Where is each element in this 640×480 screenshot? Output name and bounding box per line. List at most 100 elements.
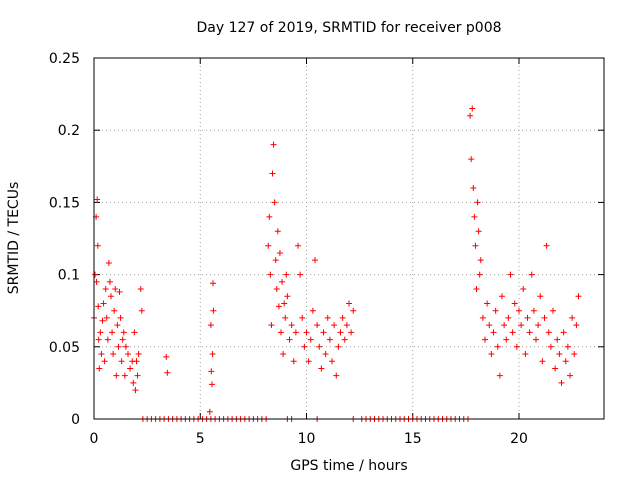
data-point bbox=[490, 329, 497, 336]
data-point bbox=[320, 329, 327, 336]
data-point bbox=[283, 271, 290, 278]
data-point bbox=[269, 170, 276, 177]
data-point bbox=[98, 351, 105, 358]
data-point bbox=[105, 260, 112, 267]
data-point bbox=[501, 322, 508, 329]
data-point bbox=[278, 329, 284, 336]
data-point bbox=[117, 314, 124, 321]
x-tick-label: 15 bbox=[404, 431, 422, 447]
data-point bbox=[113, 372, 120, 379]
data-point bbox=[560, 329, 567, 336]
data-point bbox=[101, 358, 108, 365]
data-point bbox=[272, 257, 279, 264]
data-point bbox=[307, 336, 314, 343]
data-point bbox=[494, 343, 501, 350]
data-point bbox=[513, 343, 520, 350]
data-point bbox=[346, 300, 352, 307]
data-point bbox=[484, 300, 491, 307]
data-point bbox=[337, 329, 344, 336]
grid-lines bbox=[94, 58, 604, 419]
data-point bbox=[273, 286, 280, 293]
data-point bbox=[339, 314, 346, 321]
x-tick-label: 0 bbox=[90, 431, 99, 447]
chart-title: Day 127 of 2019, SRMTID for receiver p00… bbox=[196, 20, 501, 36]
data-point bbox=[120, 329, 127, 336]
data-point bbox=[290, 358, 297, 365]
data-point bbox=[99, 317, 106, 324]
data-point bbox=[267, 271, 274, 278]
data-point bbox=[569, 314, 576, 321]
data-point bbox=[348, 329, 355, 336]
data-point bbox=[326, 336, 333, 343]
data-point bbox=[486, 322, 493, 329]
data-point bbox=[95, 303, 102, 310]
data-point bbox=[343, 322, 350, 329]
data-point bbox=[573, 322, 580, 329]
data-point bbox=[520, 286, 527, 293]
data-point bbox=[312, 257, 318, 264]
data-point bbox=[108, 293, 114, 300]
data-point bbox=[114, 322, 121, 329]
data-point bbox=[111, 307, 118, 314]
data-point bbox=[116, 288, 123, 295]
data-point bbox=[92, 271, 99, 278]
data-point bbox=[122, 343, 129, 350]
data-point bbox=[208, 368, 215, 375]
data-point bbox=[331, 322, 338, 329]
data-point bbox=[552, 365, 559, 372]
data-point bbox=[474, 199, 481, 206]
data-point bbox=[288, 322, 295, 329]
data-point bbox=[539, 358, 546, 365]
data-point bbox=[104, 336, 111, 343]
data-point bbox=[100, 300, 107, 307]
data-point bbox=[473, 286, 480, 293]
data-point bbox=[533, 336, 539, 343]
data-point bbox=[295, 242, 301, 249]
data-point bbox=[535, 322, 542, 329]
data-point bbox=[522, 351, 529, 358]
y-tick-label: 0.2 bbox=[58, 123, 80, 139]
data-point bbox=[303, 329, 310, 336]
data-point bbox=[571, 351, 578, 358]
data-point bbox=[127, 365, 134, 372]
data-point bbox=[505, 314, 512, 321]
data-point bbox=[284, 293, 291, 300]
data-point bbox=[265, 242, 272, 249]
x-tick-label: 10 bbox=[298, 431, 316, 447]
data-point bbox=[350, 307, 357, 314]
data-point bbox=[305, 358, 312, 365]
data-point bbox=[479, 314, 486, 321]
data-point bbox=[301, 343, 308, 350]
data-point bbox=[475, 228, 482, 235]
data-point bbox=[528, 271, 535, 278]
data-point bbox=[286, 336, 293, 343]
data-point bbox=[137, 286, 144, 293]
data-point bbox=[558, 379, 565, 386]
data-point bbox=[526, 329, 533, 336]
x-tick-label: 20 bbox=[510, 431, 528, 447]
data-point bbox=[503, 336, 510, 343]
data-point bbox=[292, 329, 299, 336]
data-point bbox=[468, 156, 475, 163]
data-point bbox=[471, 213, 478, 220]
data-point bbox=[271, 199, 278, 206]
y-tick-label: 0 bbox=[71, 412, 80, 428]
data-point bbox=[476, 271, 483, 278]
y-axis-label: SRMTID / TECUs bbox=[6, 182, 22, 295]
data-point bbox=[210, 280, 216, 287]
data-point bbox=[477, 257, 484, 264]
x-tick-labels: 0 5 10 15 20 bbox=[90, 431, 528, 447]
data-point bbox=[281, 300, 288, 307]
data-point bbox=[324, 314, 331, 321]
data-point bbox=[93, 278, 100, 285]
data-point bbox=[208, 381, 215, 388]
x-tick-label: 5 bbox=[196, 431, 205, 447]
data-point bbox=[297, 271, 304, 278]
data-point bbox=[316, 343, 323, 350]
data-point bbox=[488, 351, 495, 358]
data-point bbox=[276, 249, 283, 256]
data-point bbox=[545, 329, 552, 336]
y-tick-label: 0.1 bbox=[58, 268, 80, 284]
y-tick-label: 0.15 bbox=[49, 195, 80, 211]
data-point bbox=[119, 336, 126, 343]
